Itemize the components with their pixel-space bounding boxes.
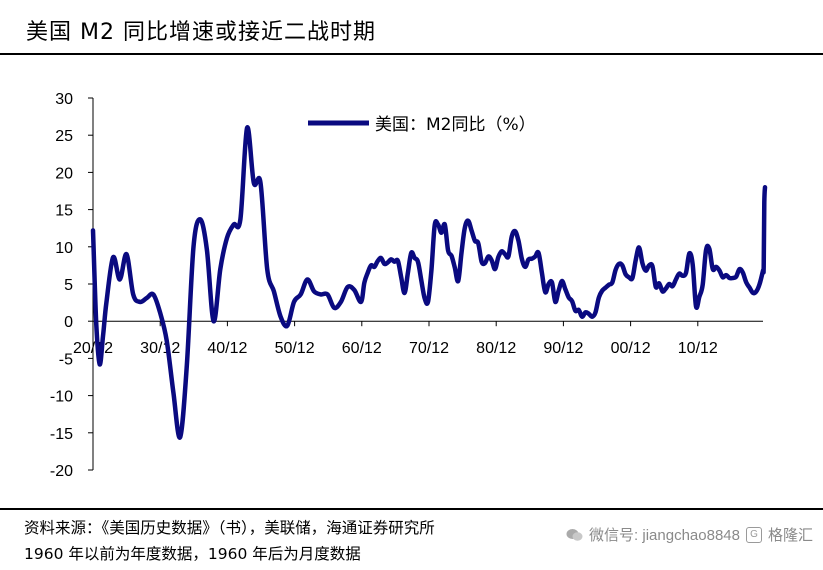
x-tick-label: 40/12 <box>207 340 247 357</box>
legend-label: 美国：M2同比（%） <box>375 115 536 135</box>
y-tick-label: 20 <box>55 165 73 182</box>
m2-growth-chart: 30 25 20 15 10 5 0 -5 -10 -15 -20 20/12 30/12 40/12 5… <box>50 91 768 480</box>
frequency-note: 1960 年以前为年度数据，1960 年后为月度数据 <box>24 545 361 563</box>
y-tick-label: 30 <box>55 91 73 108</box>
x-tick-label: 00/12 <box>611 340 651 357</box>
wechat-id: 微信号: jiangchao8848 <box>589 527 740 544</box>
legend: 美国：M2同比（%） <box>308 115 536 135</box>
x-tick-label: 50/12 <box>275 340 315 357</box>
x-tick-label: 90/12 <box>543 340 583 357</box>
y-tick-label: 5 <box>64 277 73 294</box>
page-title: 美国 M2 同比增速或接近二战时期 <box>26 20 376 45</box>
series-line-m2-yoy <box>90 125 768 440</box>
y-tick-label: 0 <box>64 314 73 331</box>
y-tick-label: -20 <box>50 463 73 480</box>
y-tick-label: -5 <box>59 351 73 368</box>
x-tick-label: 30/12 <box>140 340 180 357</box>
x-tick-label: 60/12 <box>342 340 382 357</box>
wechat-icon <box>566 528 583 541</box>
y-tick-label: -10 <box>50 389 73 406</box>
brand-name: 格隆汇 <box>767 527 813 544</box>
watermark: 微信号: jiangchao8848 G 格隆汇 <box>566 524 813 545</box>
x-tick-label: 70/12 <box>409 340 449 357</box>
footer-divider <box>0 508 823 510</box>
y-tick-label: 25 <box>55 128 73 145</box>
x-tick-label: 80/12 <box>476 340 516 357</box>
x-tick-label: 20/12 <box>73 340 113 357</box>
y-axis-tick-labels: 30 25 20 15 10 5 0 -5 -10 -15 -20 <box>50 91 73 480</box>
brand-logo-icon: G <box>745 526 762 543</box>
title-divider <box>0 53 823 55</box>
y-tick-label: -15 <box>50 426 73 443</box>
x-tick-label: 10/12 <box>678 340 718 357</box>
source-note: 资料来源：《美国历史数据》（书），美联储，海通证券研究所 <box>24 519 435 537</box>
y-tick-label: 15 <box>55 203 73 220</box>
y-tick-label: 10 <box>55 240 73 257</box>
